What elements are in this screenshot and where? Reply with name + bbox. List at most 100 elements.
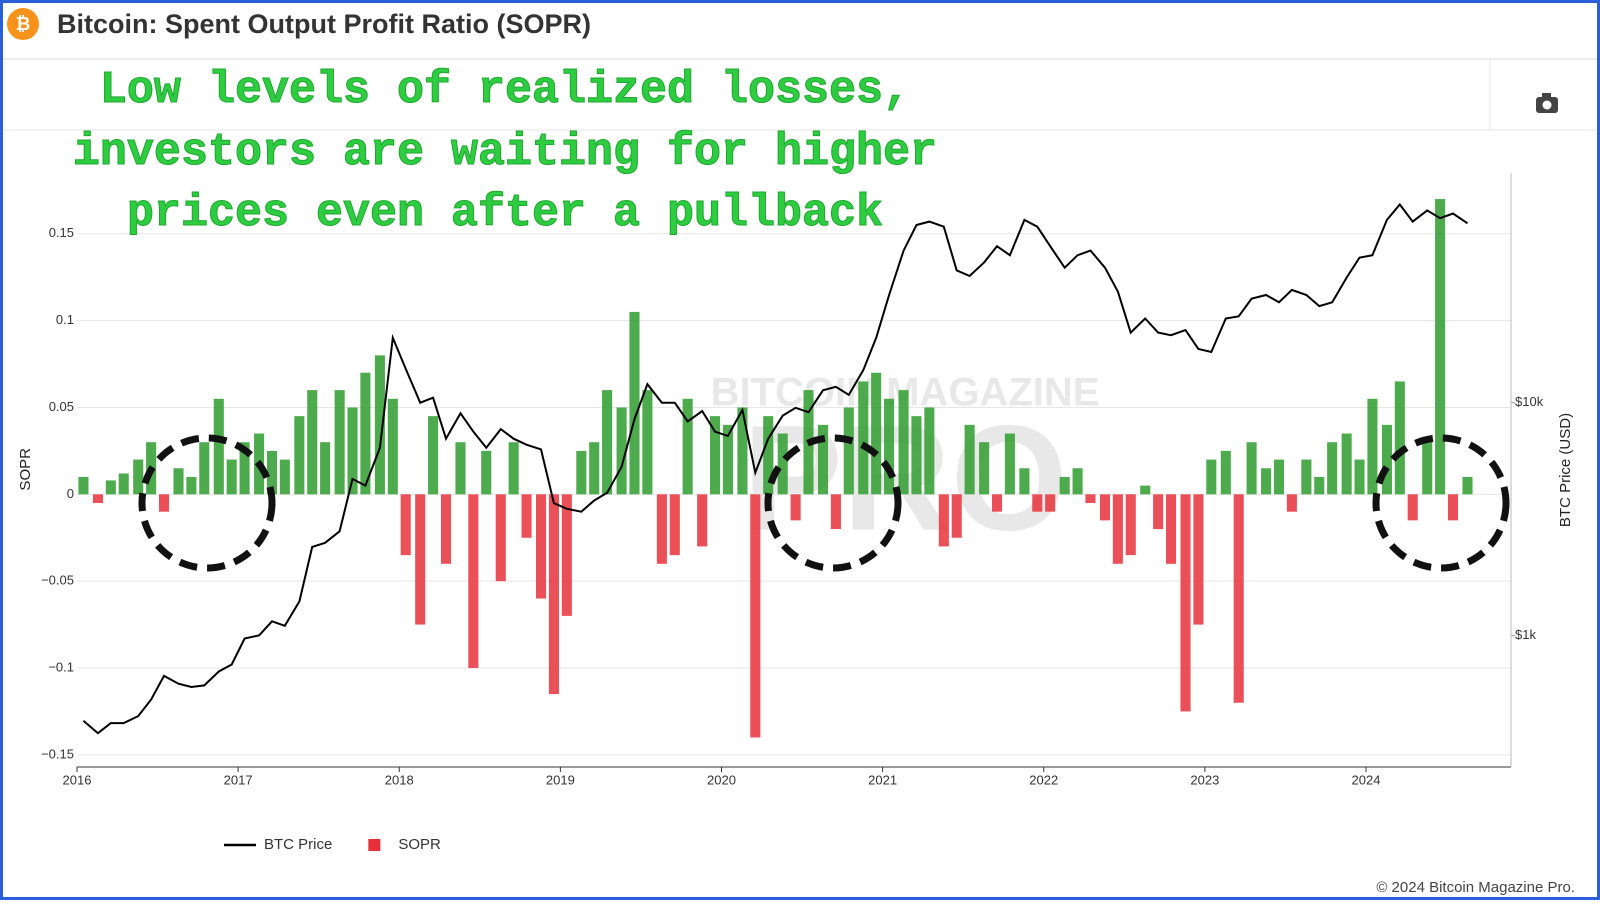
camera-icon[interactable] [1536,93,1558,113]
annotation-line: prices even after a pullback [127,188,883,239]
sopr-bar [266,450,277,495]
x-tick-label: 2017 [224,772,253,787]
sopr-bar [536,494,547,599]
sopr-bar [1193,494,1204,625]
annotation-line: Low levels of realized losses, [100,65,910,116]
x-tick-label: 2023 [1190,772,1219,787]
x-tick-label: 2024 [1352,772,1381,787]
sopr-bar [911,416,922,495]
sopr-bar [508,442,519,495]
sopr-bar [1125,494,1136,556]
sopr-bar [1153,494,1164,530]
sopr-bar [1004,433,1015,495]
y-tick-label: 0.05 [49,399,74,414]
sopr-bar [858,381,869,495]
sopr-bar [642,390,653,495]
sopr-bar [763,416,774,495]
sopr-bar [213,398,224,495]
sopr-bar [360,372,371,495]
sopr-bar [92,494,103,503]
sopr-bar [1045,494,1056,512]
sopr-bar [1327,442,1338,495]
sopr-bar [951,494,962,538]
sopr-bar [1341,433,1352,495]
sopr-bar [898,390,909,495]
sopr-bar [105,480,116,495]
sopr-bar [790,494,801,521]
sopr-bar [307,390,318,495]
sopr-bar [428,416,439,495]
sopr-bar [737,407,748,495]
sopr-bar [173,468,184,495]
x-tick-label: 2020 [707,772,736,787]
sopr-bar [602,390,613,495]
sopr-bar [1273,459,1285,495]
sopr-bar [1246,442,1257,495]
sopr-bar [387,398,398,495]
sopr-bar [158,494,170,512]
sopr-bar [1462,476,1473,495]
x-tick-label: 2021 [868,772,897,787]
sopr-bar [78,476,89,495]
bitcoin-icon-symbol: ₿ [16,14,31,34]
sopr-bar [924,407,935,495]
sopr-bar [455,442,466,495]
y-tick-label: 0.1 [56,312,74,327]
sopr-bar [1099,494,1111,521]
highlight-circle [138,434,276,572]
y-tick-label: −0.15 [41,746,74,761]
sopr-bar [991,494,1003,512]
x-tick-label: 2019 [546,772,575,787]
plot: 0.15 0.1 0.05 0 −0.05 −0.1 −0.15 $1k $10k 2016 201… [17,173,1574,853]
sopr-bar [320,442,331,495]
sopr-bar [1233,494,1244,703]
legend-swatch [368,839,381,851]
sopr-bar [697,494,708,547]
annotation-line: investors are waiting for higher [73,127,937,178]
copyright: © 2024 Bitcoin Magazine Pro. [1376,879,1575,896]
sopr-bar [1261,468,1272,495]
sopr-bar [279,459,290,495]
sopr-bar [561,494,572,616]
sopr-bar [374,355,385,495]
sopr-bar [616,407,627,495]
sopr-bar [239,442,250,495]
camera-top[interactable] [1542,93,1551,98]
sopr-bar [884,398,895,495]
sopr-bar [400,494,411,556]
sopr-bar [1019,468,1030,495]
sopr-bar [576,450,587,495]
y-tick-label: 0.15 [49,225,74,240]
sopr-bar [1059,476,1070,495]
sopr-bar [294,416,305,495]
sopr-bar [964,424,975,495]
sopr-bar [1112,494,1123,564]
sopr-bar [777,433,788,495]
sopr-bar [133,459,144,495]
sopr-bar [1206,459,1217,495]
legend-label: SOPR [398,836,441,853]
sopr-bar [938,494,949,547]
sopr-bar [1165,494,1177,564]
sopr-bar [1381,424,1392,495]
camera-lens[interactable] [1542,100,1552,110]
highlight-circle [1372,434,1510,572]
sopr-bar [656,494,667,564]
sopr-bar [226,459,237,495]
sopr-bar [1394,381,1405,495]
sopr-bar [1422,442,1433,495]
sopr-bar [1435,199,1446,495]
sopr-bar [710,416,721,495]
sopr-bar [1085,494,1096,503]
sopr-bar [1180,494,1191,712]
sopr-bar [669,494,680,556]
sopr-bar [468,494,479,668]
y2-tick-label: $10k [1515,394,1544,409]
sopr-bar [629,311,640,495]
sopr-bar [979,442,990,495]
sopr-bar [1072,468,1083,495]
sopr-bar [682,398,693,495]
sopr-bar [440,494,452,564]
sopr-bar [1140,485,1151,495]
sopr-bar [1367,398,1378,495]
